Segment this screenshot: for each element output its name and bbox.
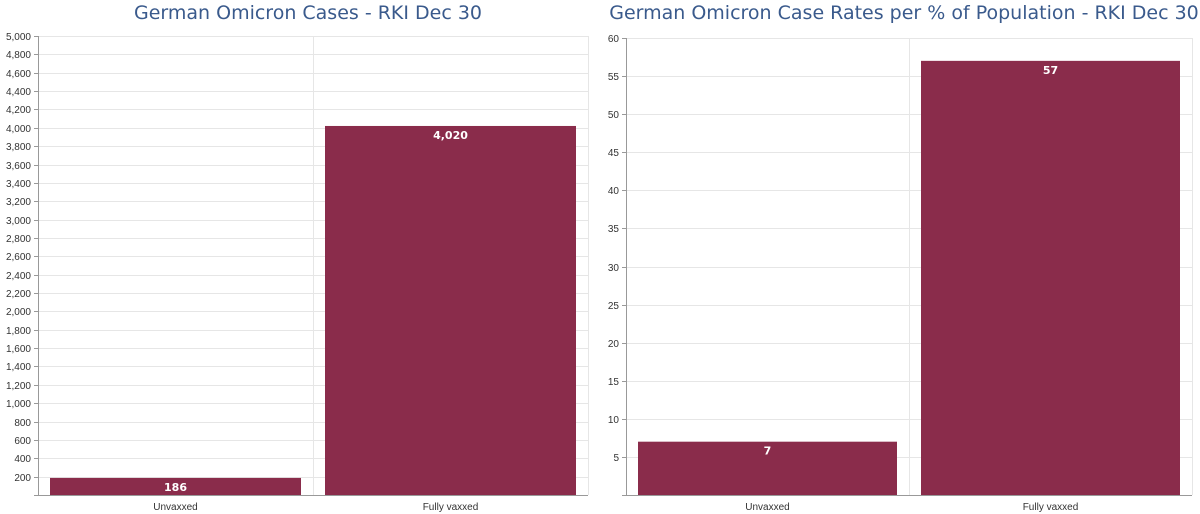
- y-tick-label: 5: [613, 453, 619, 464]
- chart-title: German Omicron Case Rates per % of Popul…: [609, 2, 1199, 24]
- y-tick-label: 2,800: [6, 234, 31, 245]
- y-tick-label: 2,000: [6, 307, 31, 318]
- x-category-label: Unvaxxed: [153, 502, 197, 513]
- chart-title: German Omicron Cases - RKI Dec 30: [133, 2, 483, 24]
- data-label: 7: [764, 445, 772, 458]
- y-tick-label: 3,200: [6, 197, 31, 208]
- y-tick-label: 4,200: [6, 105, 31, 116]
- y-tick-label: 4,000: [6, 124, 31, 135]
- y-tick-label: 2,400: [6, 271, 31, 282]
- data-label: 57: [1043, 64, 1058, 77]
- y-tick-label: 4,800: [6, 50, 31, 61]
- x-category-label: Unvaxxed: [745, 502, 789, 513]
- y-tick-label: 1,200: [6, 381, 31, 392]
- chart-panel-cases: German Omicron Cases - RKI Dec 30 200 400…: [0, 0, 596, 514]
- y-tick-label: 3,000: [6, 216, 31, 227]
- y-tick-label: 45: [608, 148, 620, 159]
- y-tick-label: 1,800: [6, 326, 31, 337]
- y-tick-label: 15: [608, 377, 620, 388]
- bar-chart-rates: 5 10 15 20 25 30 35 40 45 50 55 60 7 Unvaxxed 57 Fully …: [608, 34, 1193, 513]
- y-tick-label: 5,000: [6, 32, 31, 43]
- y-tick-label: 20: [608, 339, 620, 350]
- y-tick-label: 600: [14, 436, 31, 447]
- y-tick-label: 55: [608, 72, 620, 83]
- bar-chart-cases: 200 400 600 800 1,000 1,200 1,400 1,600 1,800 2,0…: [6, 32, 589, 513]
- y-tick-label: 3,600: [6, 161, 31, 172]
- bar: [638, 441, 897, 495]
- data-label: 186: [164, 481, 187, 494]
- y-tick-label: 200: [14, 473, 31, 484]
- y-tick-label: 1,000: [6, 399, 31, 410]
- bar: [325, 125, 576, 496]
- y-tick-label: 1,400: [6, 362, 31, 373]
- y-tick-label: 400: [14, 454, 31, 465]
- y-tick-label: 40: [608, 186, 620, 197]
- y-tick-label: 3,800: [6, 142, 31, 153]
- y-tick-label: 2,200: [6, 289, 31, 300]
- y-tick-label: 800: [14, 418, 31, 429]
- y-tick-label: 10: [608, 415, 620, 426]
- y-tick-label: 1,600: [6, 344, 31, 355]
- y-tick-label: 3,400: [6, 179, 31, 190]
- y-tick-label: 4,400: [6, 87, 31, 98]
- y-tick-label: 4,600: [6, 69, 31, 80]
- y-tick-label: 30: [608, 263, 620, 274]
- data-label: 4,020: [433, 129, 468, 142]
- x-category-label: Fully vaxxed: [1023, 502, 1079, 513]
- x-category-label: Fully vaxxed: [423, 502, 479, 513]
- bar: [921, 60, 1180, 495]
- y-tick-label: 50: [608, 110, 620, 121]
- chart-panel-rates: German Omicron Case Rates per % of Popul…: [596, 0, 1200, 514]
- y-tick-label: 60: [608, 34, 620, 45]
- y-tick-label: 25: [608, 301, 620, 312]
- y-tick-label: 35: [608, 224, 620, 235]
- bar: [50, 477, 301, 495]
- y-tick-label: 2,600: [6, 252, 31, 263]
